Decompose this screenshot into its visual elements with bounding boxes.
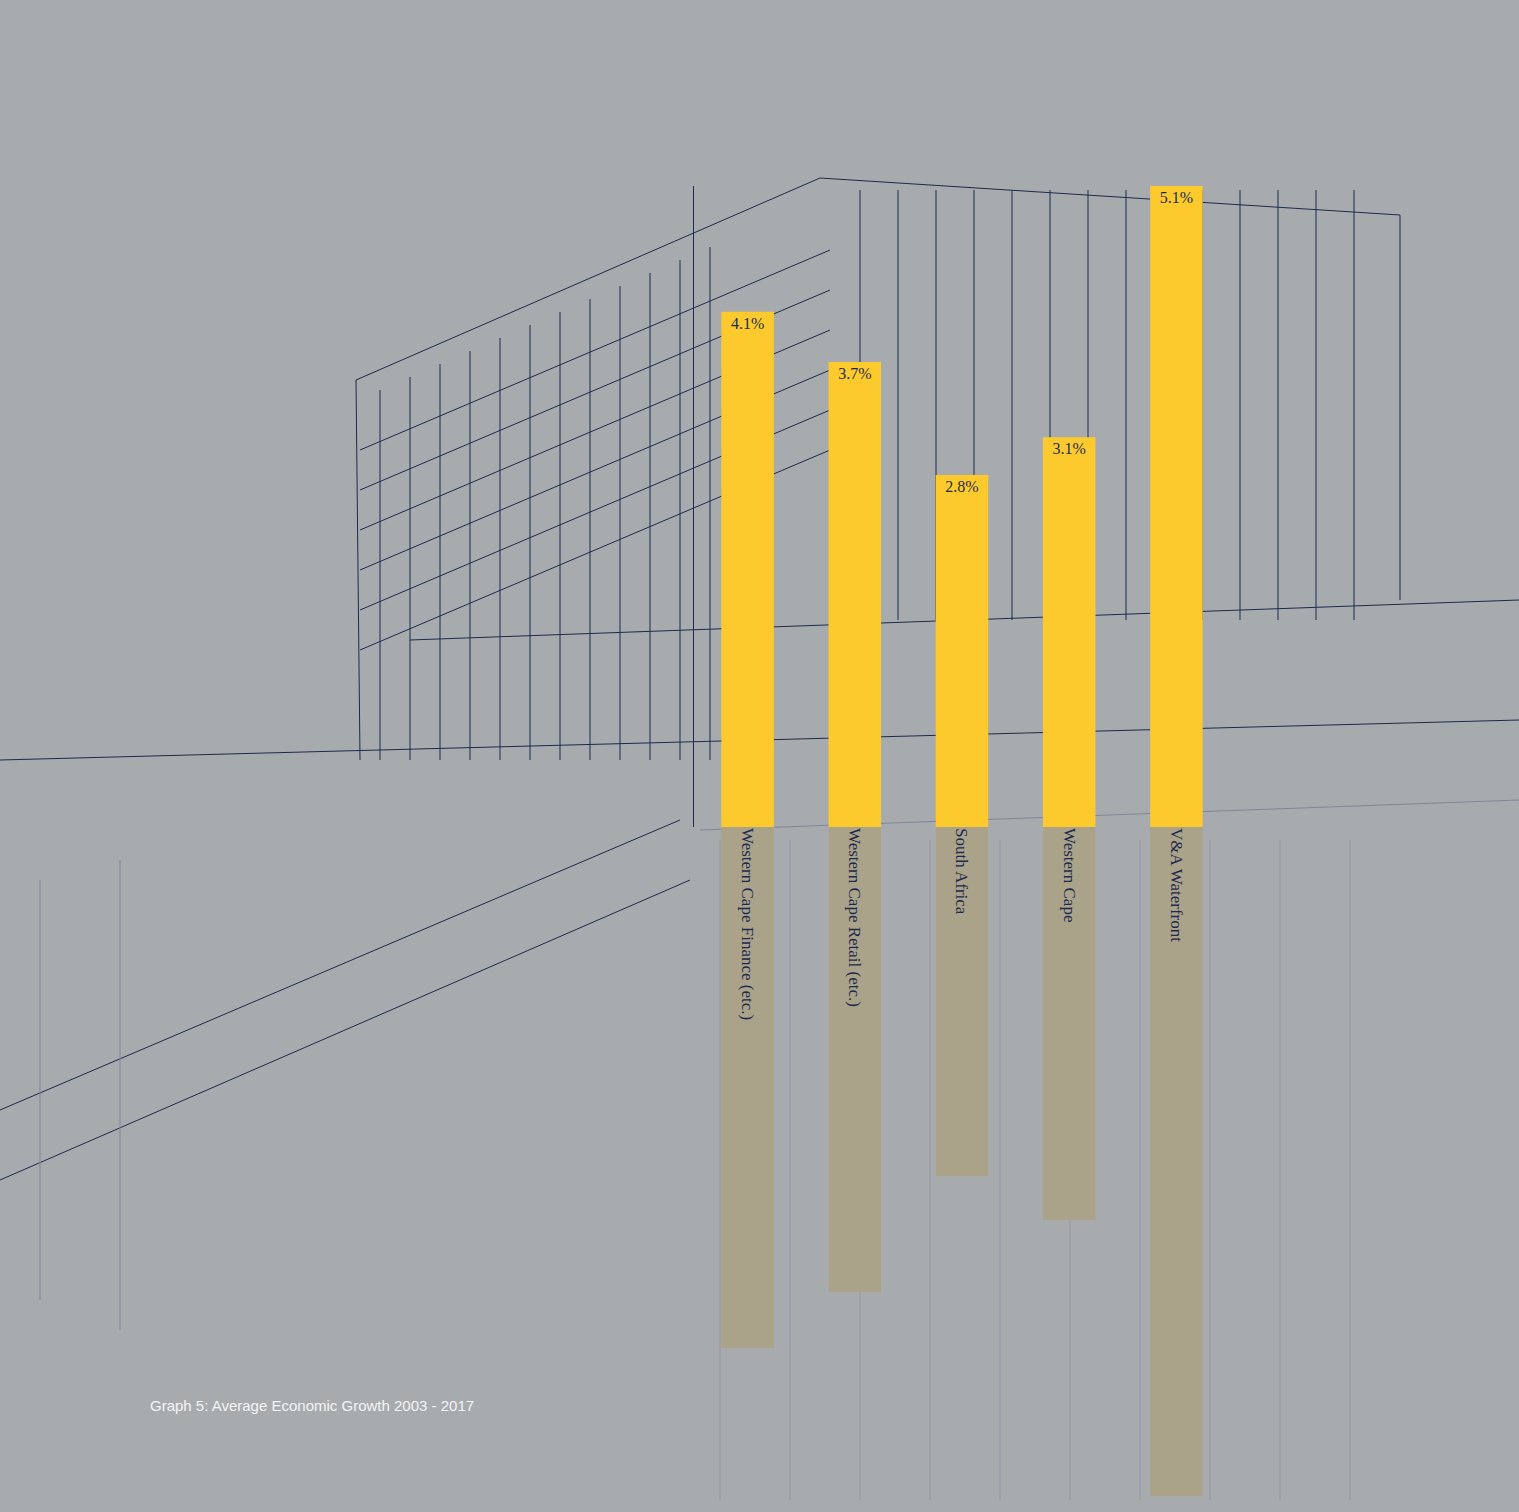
- svg-text:2.8%: 2.8%: [945, 478, 978, 495]
- svg-text:Western Cape: Western Cape: [1060, 828, 1079, 922]
- svg-text:Western Cape Finance (etc.): Western Cape Finance (etc.): [738, 828, 757, 1020]
- svg-text:South Africa: South Africa: [952, 828, 971, 915]
- svg-text:V&A Waterfront: V&A Waterfront: [1167, 828, 1186, 942]
- svg-text:4.1%: 4.1%: [731, 315, 764, 332]
- svg-text:5.1%: 5.1%: [1160, 189, 1193, 206]
- svg-text:Western Cape Retail (etc.): Western Cape Retail (etc.): [845, 828, 864, 1007]
- svg-text:3.7%: 3.7%: [838, 365, 871, 382]
- svg-text:Graph 5: Average Economic Grow: Graph 5: Average Economic Growth 2003 - …: [150, 1397, 474, 1414]
- svg-text:3.1%: 3.1%: [1053, 440, 1086, 457]
